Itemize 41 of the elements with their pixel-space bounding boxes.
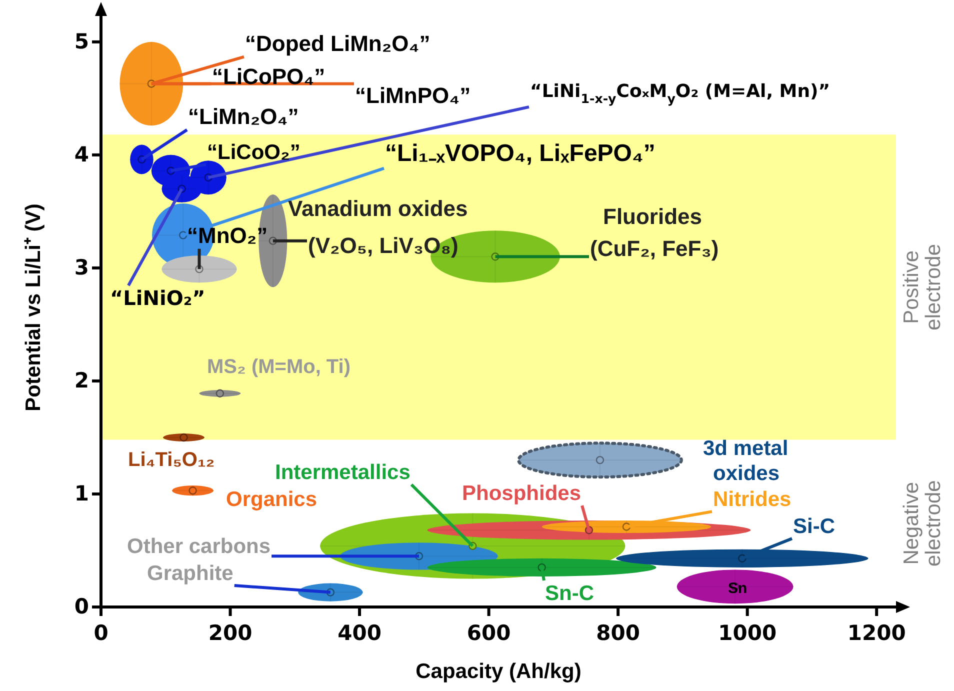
x-tick-label: 800: [596, 621, 640, 645]
annotation: Sn: [728, 580, 748, 597]
annotation: “Li₁₋ₓVOPO₄, LiₓFePO₄”: [385, 140, 656, 168]
y-axis-title: Potential vs Li/Li⁺ (V): [22, 204, 45, 412]
annotation: “LiMn₂O₄”: [188, 104, 299, 129]
text: Negative electrode: [900, 480, 945, 567]
y-tick-label: 1: [74, 482, 89, 506]
y-tick-label: 2: [74, 368, 89, 393]
x-tick-label: 400: [338, 621, 382, 645]
annotation: Organics: [226, 488, 318, 511]
annotation: Si-C: [793, 514, 835, 538]
x-axis-title: Capacity (Ah/kg): [416, 660, 582, 683]
x-tick-label: 0: [94, 621, 108, 645]
annotation: 3d metal: [703, 436, 788, 460]
band-label: Positive electrode: [900, 244, 945, 330]
annotation: Graphite: [147, 562, 234, 585]
annotation: “LiCoPO₄”: [212, 64, 326, 89]
x-tick-label: 200: [208, 621, 252, 645]
annotation: Li₄Ti₅O₁₂: [128, 449, 215, 472]
annotation: Intermetallics: [275, 460, 410, 484]
annotation: Fluorides: [603, 204, 702, 229]
y-tick-label: 4: [74, 142, 89, 167]
annotation: “LiNi$_{1-x-y}$CoₓM$_{y}$O₂ (M=Al, Mn)”: [530, 80, 830, 106]
annotation: Phosphides: [462, 482, 582, 505]
annotation: Other carbons: [127, 534, 271, 558]
y-tick-label: 0: [74, 594, 89, 619]
annotation: Vanadium oxides: [288, 196, 468, 221]
annotation: MS₂ (M=Mo, Ti): [207, 356, 351, 378]
annotation: Nitrides: [713, 488, 792, 511]
annotation: “Doped LiMn₂O₄”: [245, 30, 430, 56]
y-tick-label: 5: [74, 30, 89, 54]
annotation: “LiNiO₂”: [110, 286, 206, 310]
x-tick-label: 1000: [718, 621, 777, 645]
x-tick-label: 600: [466, 621, 511, 645]
annotation: oxides: [713, 462, 780, 485]
x-tick-label: 1200: [847, 621, 906, 645]
annotation: “LiCoO₂”: [207, 140, 300, 164]
annotation: (CuF₂, FeF₃): [590, 236, 719, 261]
annotation: “LiMnPO₄”: [355, 82, 471, 108]
annotation: Sn-C: [545, 582, 594, 605]
y-tick-label: 3: [74, 256, 89, 280]
